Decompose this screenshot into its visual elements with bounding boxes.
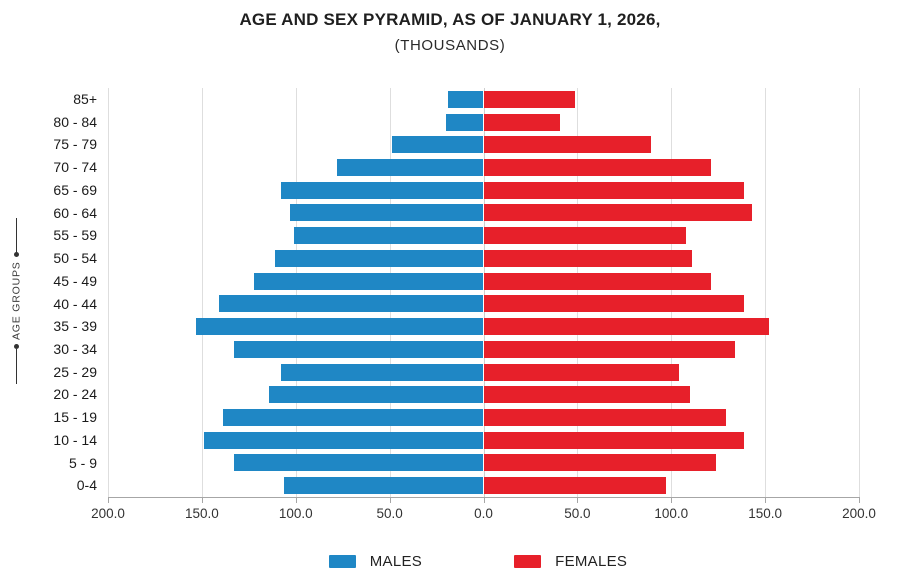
- male-bar: [284, 477, 484, 495]
- legend-item-males: MALES: [328, 552, 423, 570]
- x-tick-label: 150.0: [748, 506, 783, 521]
- male-bar: [269, 386, 484, 404]
- male-bar: [290, 204, 484, 222]
- male-bar: [233, 454, 484, 472]
- female-bar: [483, 272, 711, 290]
- age-group-label: 80 - 84: [53, 113, 97, 130]
- male-bar: [280, 181, 484, 199]
- gridline: [859, 88, 860, 497]
- age-group-label: 25 - 29: [53, 363, 97, 380]
- pointer-dot-top: [14, 252, 19, 257]
- age-group-label: 20 - 24: [53, 386, 97, 403]
- pointer-line-down: [16, 349, 17, 384]
- female-bar: [483, 408, 726, 426]
- male-bar: [337, 159, 484, 177]
- x-axis: 200.0 150.0 100.0 50.0 0.0 50.0 100.0 150.0 200.…: [91, 497, 876, 528]
- x-tick-label: 100.0: [654, 506, 689, 521]
- age-group-labels: 85+ 80 - 84 75 - 79 70 - 74 65 - 69 60 - 64 55…: [0, 88, 97, 497]
- gridline: [765, 88, 767, 497]
- x-tick-label: 50.0: [376, 506, 403, 521]
- gridline: [389, 88, 391, 497]
- males-label: MALES: [369, 552, 423, 570]
- male-bar: [293, 227, 484, 245]
- x-tick-label: 50.0: [564, 506, 591, 521]
- x-axis-tick: [765, 498, 767, 503]
- x-axis-tick: [108, 498, 109, 503]
- age-group-label: 10 - 14: [53, 431, 97, 448]
- legend: MALES FEMALES: [0, 546, 900, 576]
- x-tick-label: 100.0: [278, 506, 313, 521]
- male-bar: [218, 295, 484, 313]
- male-bar: [445, 113, 484, 131]
- age-group-label: 85+: [73, 91, 97, 107]
- age-group-label: 50 - 54: [53, 250, 97, 267]
- y-axis-decoration: AGE GROUPS: [0, 0, 40, 588]
- x-tick-label: 200.0: [842, 506, 876, 521]
- x-tick-label: 0.0: [474, 506, 493, 521]
- plot-area: [108, 88, 860, 497]
- x-axis-tick: [577, 498, 579, 503]
- female-bar: [483, 431, 745, 449]
- male-bar: [254, 272, 484, 290]
- male-bar: [196, 318, 484, 336]
- female-bar: [483, 90, 576, 108]
- male-bar: [275, 249, 484, 267]
- age-group-label: 70 - 74: [53, 159, 97, 176]
- female-bar: [483, 295, 745, 313]
- pointer-dot-bottom: [14, 344, 19, 349]
- x-tick-label: 200.0: [91, 506, 125, 521]
- x-axis-tick: [295, 498, 297, 503]
- male-bar: [391, 136, 484, 154]
- age-group-label: 0-4: [76, 477, 97, 494]
- male-bar: [447, 90, 484, 108]
- x-axis-tick: [671, 498, 673, 503]
- chart-title: AGE AND SEX PYRAMID, AS OF JANUARY 1, 20…: [239, 10, 661, 29]
- center-axis-line: [483, 88, 485, 497]
- males-swatch: [328, 554, 356, 568]
- x-tick-label: 150.0: [184, 506, 219, 521]
- male-bar: [203, 431, 484, 449]
- female-bar: [483, 477, 666, 495]
- x-axis-tick: [201, 498, 203, 503]
- male-bar: [280, 363, 484, 381]
- age-group-label: 55 - 59: [53, 227, 97, 244]
- chart-subtitle: (THOUSANDS): [394, 37, 506, 54]
- female-bar: [483, 159, 711, 177]
- females-label: FEMALES: [555, 552, 628, 570]
- pointer-line-up: [16, 218, 17, 253]
- age-group-label: 60 - 64: [53, 204, 97, 221]
- gridline: [577, 88, 579, 497]
- age-group-label: 40 - 44: [53, 295, 97, 312]
- female-bar: [483, 318, 769, 336]
- legend-item-females: FEMALES: [514, 553, 627, 570]
- age-group-label: 15 - 19: [53, 409, 97, 426]
- age-group-label: 75 - 79: [53, 136, 97, 153]
- female-bar: [483, 113, 561, 131]
- age-group-label: 5 - 9: [68, 454, 97, 471]
- gridline: [671, 88, 673, 497]
- x-axis-tick: [483, 498, 485, 503]
- x-axis-tick: [389, 498, 391, 503]
- male-bar: [233, 340, 484, 358]
- female-bar: [483, 227, 687, 245]
- age-group-label: 45 - 49: [53, 272, 97, 289]
- female-bar: [483, 386, 691, 404]
- age-group-label: 35 - 39: [53, 318, 97, 335]
- female-bar: [483, 363, 679, 381]
- female-bar: [483, 136, 651, 154]
- age-group-label: 65 - 69: [53, 181, 97, 198]
- x-axis-tick: [859, 498, 860, 503]
- female-bar: [483, 204, 752, 222]
- female-bar: [483, 249, 692, 267]
- age-group-label: 30 - 34: [53, 340, 97, 357]
- female-bar: [483, 454, 717, 472]
- females-swatch: [514, 554, 542, 568]
- male-bar: [222, 408, 484, 426]
- gridline: [295, 88, 297, 497]
- female-bar: [483, 340, 736, 358]
- gridline: [201, 88, 203, 497]
- gridline: [108, 88, 109, 497]
- female-bar: [483, 181, 745, 199]
